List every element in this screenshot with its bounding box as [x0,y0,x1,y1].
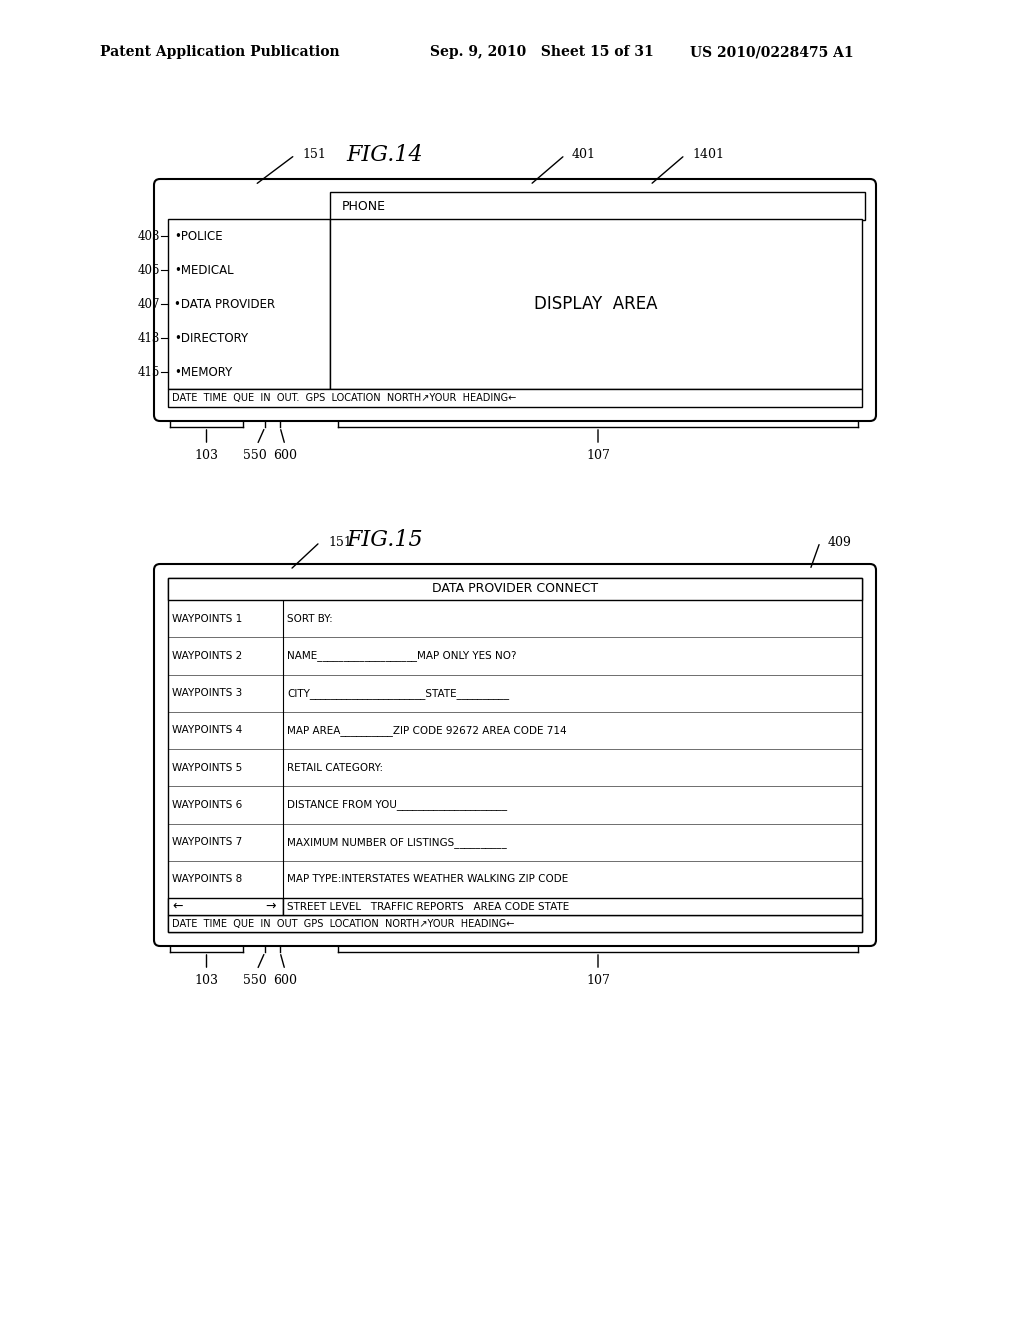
Text: SORT BY:: SORT BY: [287,614,333,623]
Text: 405: 405 [137,264,160,276]
Text: •DATA PROVIDER: •DATA PROVIDER [174,297,275,310]
Text: 1401: 1401 [692,149,724,161]
Bar [168,219,330,389]
Text: DISTANCE FROM YOU_____________________: DISTANCE FROM YOU_____________________ [287,800,507,810]
Bar [330,191,865,220]
Text: US 2010/0228475 A1: US 2010/0228475 A1 [690,45,854,59]
Bar [168,389,862,407]
Text: MAP TYPE:INTERSTATES WEATHER WALKING ZIP CODE: MAP TYPE:INTERSTATES WEATHER WALKING ZIP… [287,874,568,884]
Text: PHONE: PHONE [342,199,386,213]
Text: 550: 550 [243,449,267,462]
Text: WAYPOINTS 1: WAYPOINTS 1 [172,614,243,623]
Text: WAYPOINTS 6: WAYPOINTS 6 [172,800,243,810]
Text: WAYPOINTS 7: WAYPOINTS 7 [172,837,243,847]
Text: DATE  TIME  QUE  IN  OUT.  GPS  LOCATION  NORTH↗YOUR  HEADING←: DATE TIME QUE IN OUT. GPS LOCATION NORTH… [172,393,516,403]
Text: FIG.15: FIG.15 [347,529,423,550]
Text: DISPLAY  AREA: DISPLAY AREA [535,294,657,313]
Text: 600: 600 [273,449,297,462]
Text: 151: 151 [302,149,326,161]
Bar [283,898,862,915]
Text: MAP AREA__________ZIP CODE 92672 AREA CODE 714: MAP AREA__________ZIP CODE 92672 AREA CO… [287,725,566,735]
Text: •MEMORY: •MEMORY [174,366,232,379]
Text: 409: 409 [828,536,852,549]
Bar [168,898,283,915]
Text: 550: 550 [243,974,267,987]
Text: 103: 103 [195,974,218,987]
Text: WAYPOINTS 8: WAYPOINTS 8 [172,874,243,884]
Text: 107: 107 [586,974,610,987]
Text: 413: 413 [137,331,160,345]
Text: Sep. 9, 2010   Sheet 15 of 31: Sep. 9, 2010 Sheet 15 of 31 [430,45,653,59]
Bar [168,578,862,932]
Text: DATA PROVIDER CONNECT: DATA PROVIDER CONNECT [432,582,598,595]
Bar [168,915,862,932]
FancyBboxPatch shape [154,564,876,946]
Text: 151: 151 [328,536,352,549]
Text: ←: ← [172,900,182,913]
Text: 403: 403 [137,230,160,243]
Text: →: → [265,900,276,913]
Text: 103: 103 [195,449,218,462]
Text: 407: 407 [137,297,160,310]
Text: WAYPOINTS 4: WAYPOINTS 4 [172,726,243,735]
Text: •POLICE: •POLICE [174,230,222,243]
Text: 415: 415 [137,366,160,379]
Text: CITY______________________STATE__________: CITY______________________STATE_________… [287,688,509,698]
Text: 600: 600 [273,974,297,987]
FancyBboxPatch shape [154,180,876,421]
Bar [330,219,862,389]
Text: NAME___________________MAP ONLY YES NO?: NAME___________________MAP ONLY YES NO? [287,651,516,661]
Text: MAXIMUM NUMBER OF LISTINGS__________: MAXIMUM NUMBER OF LISTINGS__________ [287,837,507,847]
Bar [168,578,862,601]
Text: FIG.14: FIG.14 [347,144,423,166]
Text: WAYPOINTS 5: WAYPOINTS 5 [172,763,243,772]
Text: •MEDICAL: •MEDICAL [174,264,233,276]
Text: 107: 107 [586,449,610,462]
Text: RETAIL CATEGORY:: RETAIL CATEGORY: [287,763,383,772]
Text: DATE  TIME  QUE  IN  OUT  GPS  LOCATION  NORTH↗YOUR  HEADING←: DATE TIME QUE IN OUT GPS LOCATION NORTH↗… [172,919,514,928]
Text: WAYPOINTS 3: WAYPOINTS 3 [172,688,243,698]
Text: 401: 401 [572,149,596,161]
Text: Patent Application Publication: Patent Application Publication [100,45,340,59]
Text: WAYPOINTS 2: WAYPOINTS 2 [172,651,243,661]
Text: •DIRECTORY: •DIRECTORY [174,331,248,345]
Text: STREET LEVEL   TRAFFIC REPORTS   AREA CODE STATE: STREET LEVEL TRAFFIC REPORTS AREA CODE S… [287,902,569,912]
